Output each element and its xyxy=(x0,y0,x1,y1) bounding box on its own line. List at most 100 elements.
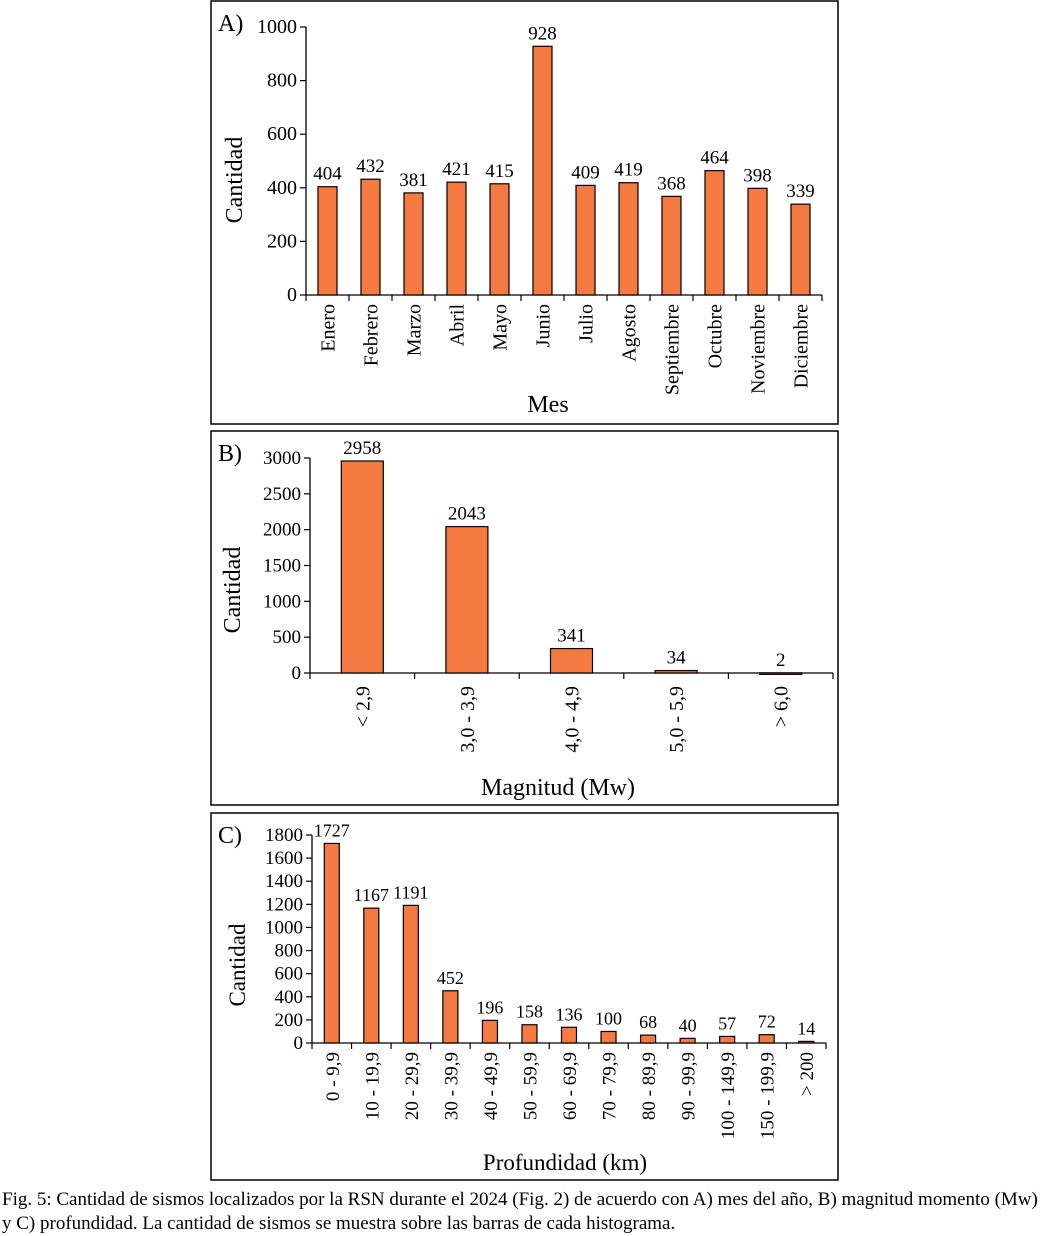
panel-c-bar xyxy=(679,1037,696,1044)
panel-b-value-label: 2043 xyxy=(448,504,486,525)
panel-c-category-label: 50 - 59,9 xyxy=(520,1052,541,1120)
panel-c-bar xyxy=(560,1026,578,1044)
panel-b-y-tick-label: 500 xyxy=(273,627,302,648)
panel-c-bar xyxy=(402,904,419,1044)
panel-a-category-label: Enero xyxy=(318,304,340,352)
panel-a-category-label: Abril xyxy=(447,304,469,347)
panel-b-value-label: 2 xyxy=(776,650,786,671)
panel-a-category-label: Noviembre xyxy=(748,304,770,394)
panel-a-bar xyxy=(489,183,510,296)
panel-b-y-axis-title: Cantidad xyxy=(220,547,246,634)
panel-c-frame xyxy=(210,812,839,1181)
panel-c-bar xyxy=(600,1030,617,1044)
panel-b-category-label: 3,0 - 3,9 xyxy=(457,686,479,753)
panel-a-bar xyxy=(317,186,338,296)
panel-c-category-label: 60 - 69,9 xyxy=(560,1052,581,1120)
panel-c-y-tick-label: 1600 xyxy=(265,848,303,869)
panel-c-value-label: 1191 xyxy=(393,882,428,902)
panel-c-bar xyxy=(442,990,459,1044)
panel-c-bar xyxy=(363,907,380,1044)
panel-c-category-label: 40 - 49,9 xyxy=(481,1052,502,1120)
panel-a-category-label: Mayo xyxy=(490,304,512,351)
panel-c-value-label: 14 xyxy=(797,1018,815,1038)
panel-c-bar xyxy=(798,1040,815,1044)
panel-a-value-label: 928 xyxy=(528,23,557,44)
panel-a-category-label: Octubre xyxy=(705,304,727,369)
panel-c-value-label: 196 xyxy=(476,997,503,1017)
panel-c-value-label: 72 xyxy=(758,1012,776,1032)
panel-b-category-label: 4,0 - 4,9 xyxy=(562,686,584,753)
panel-a-bar xyxy=(446,181,467,296)
panel-c-y-tick-label: 400 xyxy=(275,987,304,1008)
panel-b-y-tick-label: 3000 xyxy=(263,448,301,469)
panel-b-category-label: > 6,0 xyxy=(771,686,793,727)
panel-a-bar xyxy=(661,195,682,296)
panel-a-bar xyxy=(618,182,639,296)
panel-a-y-tick-label: 0 xyxy=(287,284,297,306)
panel-c-value-label: 40 xyxy=(679,1015,697,1035)
panel-b-y-tick-label: 2000 xyxy=(263,520,301,541)
panel-c-value-label: 1167 xyxy=(354,885,389,905)
panel-c-category-label: > 200 xyxy=(797,1052,818,1096)
figure-caption: Fig. 5: Cantidad de sismos localizados p… xyxy=(2,1189,1038,1234)
panel-a-y-axis-title: Cantidad xyxy=(222,137,248,224)
panel-b-y-tick-label: 2500 xyxy=(263,484,301,505)
panel-c-category-label: 80 - 89,9 xyxy=(639,1052,660,1120)
panel-a-value-label: 404 xyxy=(313,164,342,185)
panel-c-bar xyxy=(719,1035,736,1044)
panel-c-category-label: 100 - 149,9 xyxy=(718,1052,739,1139)
panel-a-value-label: 368 xyxy=(657,173,686,194)
figure-canvas: A)02004006008001000404Enero432Febrero381… xyxy=(210,0,839,1181)
panel-b-bar xyxy=(445,525,489,674)
panel-c-bar xyxy=(323,842,340,1044)
panel-a-y-tick-label: 600 xyxy=(267,123,297,145)
panel-c-y-axis-title: Cantidad xyxy=(225,923,250,1007)
panel-a-bar xyxy=(403,192,424,296)
panel-c-category-label: 30 - 39,9 xyxy=(441,1052,462,1120)
panel-b-bar xyxy=(340,460,384,674)
panel-b-x-axis-title: Magnitud (Mw) xyxy=(481,775,635,801)
panel-c-value-label: 136 xyxy=(556,1004,583,1024)
panel-a-bar xyxy=(747,187,768,296)
panel-c-category-label: 20 - 29,9 xyxy=(402,1052,423,1120)
panel-b-bar xyxy=(549,647,594,674)
panel-a-value-label: 415 xyxy=(485,161,514,182)
panel-a-value-label: 421 xyxy=(442,159,471,180)
panel-c-y-tick-label: 1800 xyxy=(265,825,303,846)
panel-c-bar xyxy=(521,1024,538,1044)
panel-c-category-label: 70 - 79,9 xyxy=(600,1052,621,1120)
panel-a-category-label: Junio xyxy=(533,304,555,347)
panel-a-bar xyxy=(360,178,381,296)
panel-c-y-tick-label: 1400 xyxy=(265,871,303,892)
panel-a-value-label: 464 xyxy=(700,148,729,169)
panel-c-y-tick-label: 0 xyxy=(294,1033,304,1054)
panel-a-bar xyxy=(532,45,553,296)
panel-c-category-label: 90 - 99,9 xyxy=(679,1052,700,1120)
panel-c-y-tick-label: 1200 xyxy=(265,894,303,915)
panel-a-x-axis-title: Mes xyxy=(527,392,568,418)
panel-c-bar xyxy=(639,1034,657,1044)
panel-b-value-label: 34 xyxy=(667,648,687,669)
panel-b-y-tick-label: 1500 xyxy=(263,556,301,577)
panel-a-value-label: 398 xyxy=(743,165,772,186)
panel-a-category-label: Diciembre xyxy=(791,304,813,389)
panel-b-y-tick-label: 0 xyxy=(292,663,302,684)
panel-b-frame xyxy=(210,430,839,806)
panel-a-y-tick-label: 200 xyxy=(267,230,297,252)
panel-c-category-label: 0 - 9,9 xyxy=(323,1052,344,1101)
panel-b-value-label: 2958 xyxy=(343,438,381,459)
panel-a-value-label: 419 xyxy=(614,160,643,181)
panel-b-y-tick-label: 1000 xyxy=(263,591,301,612)
panel-a-category-label: Febrero xyxy=(361,304,383,366)
panel-a-category-label: Septiembre xyxy=(662,304,684,395)
panel-c-bar xyxy=(758,1034,775,1044)
panel-c-label: C) xyxy=(218,823,242,849)
panel-c-value-label: 57 xyxy=(718,1013,736,1033)
panel-c-value-label: 158 xyxy=(516,1002,543,1022)
panel-c-y-tick-label: 200 xyxy=(275,1010,304,1031)
panel-a-label: A) xyxy=(218,11,243,37)
panel-c-value-label: 100 xyxy=(595,1008,622,1028)
panel-c-category-label: 150 - 199,9 xyxy=(758,1052,779,1139)
panel-a-y-tick-label: 400 xyxy=(267,177,297,199)
panel-b-category-label: 5,0 - 5,9 xyxy=(666,686,688,753)
